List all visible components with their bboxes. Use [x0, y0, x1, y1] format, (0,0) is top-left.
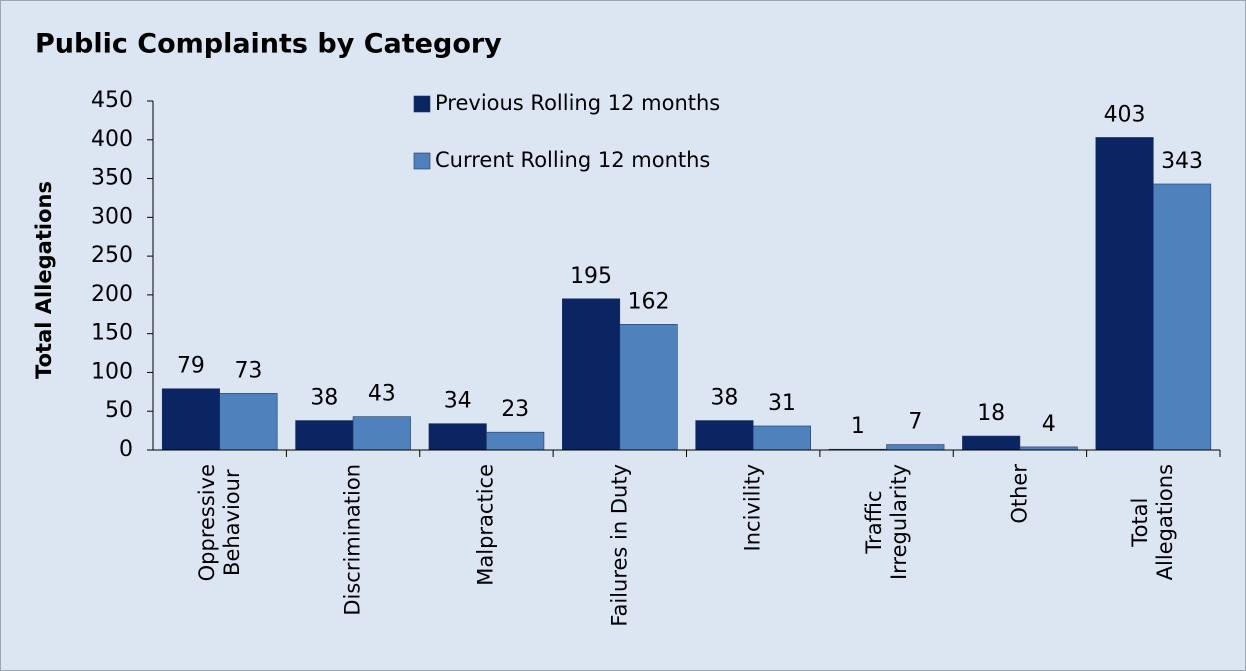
y-tick-label: 300: [91, 204, 133, 229]
x-tick-label: Other: [1007, 464, 1032, 524]
bar: [1153, 183, 1212, 451]
data-label: 73: [234, 358, 262, 383]
x-tick-label: Traffic Irregularity: [861, 464, 911, 581]
bar: [219, 393, 278, 451]
bar: [161, 388, 220, 451]
x-tick-label: Total Allegations: [1128, 463, 1178, 581]
data-label: 38: [310, 386, 338, 411]
data-label: 79: [177, 354, 205, 379]
bar: [562, 298, 621, 451]
y-axis-title: Total Allegations: [32, 181, 56, 379]
bar: [352, 416, 411, 451]
data-label: 403: [1104, 102, 1146, 127]
bar: [486, 431, 545, 451]
legend-label: Previous Rolling 12 months: [435, 91, 720, 115]
x-tick-label: Oppressive Behaviour: [194, 464, 244, 582]
bar: [752, 425, 811, 451]
data-label: 1: [851, 414, 865, 439]
y-tick-label: 400: [91, 127, 133, 152]
x-tick-label: Incivility: [740, 464, 765, 552]
legend-swatch: [413, 95, 431, 113]
data-label: 34: [444, 389, 472, 414]
data-label: 43: [368, 382, 396, 407]
bar: [886, 444, 945, 451]
y-tick-label: 0: [119, 437, 133, 462]
data-label: 31: [768, 391, 796, 416]
data-label: 23: [501, 397, 529, 422]
data-label: 7: [908, 410, 922, 435]
data-label: 4: [1042, 412, 1056, 437]
bar: [295, 420, 354, 451]
bar: [619, 324, 678, 451]
legend-swatch: [413, 152, 431, 170]
y-tick-label: 150: [91, 321, 133, 346]
data-label: 38: [710, 386, 738, 411]
data-label: 195: [570, 264, 612, 289]
data-label: 162: [628, 289, 670, 314]
y-tick-label: 450: [91, 88, 133, 113]
bar: [695, 420, 754, 451]
x-tick-label: Malpractice: [473, 464, 498, 586]
x-tick-label: Failures in Duty: [607, 464, 632, 627]
bar: [1095, 137, 1154, 451]
y-tick-label: 200: [91, 282, 133, 307]
data-label: 18: [977, 401, 1005, 426]
x-tick-label: Discrimination: [340, 464, 365, 616]
y-tick-label: 50: [105, 398, 133, 423]
chart-title: Public Complaints by Category: [35, 29, 502, 60]
y-tick-label: 100: [91, 359, 133, 384]
data-label: 343: [1161, 149, 1203, 174]
y-tick-label: 350: [91, 166, 133, 191]
bar: [428, 423, 487, 451]
bar: [962, 435, 1021, 451]
legend-label: Current Rolling 12 months: [435, 148, 710, 172]
y-tick-label: 250: [91, 243, 133, 268]
